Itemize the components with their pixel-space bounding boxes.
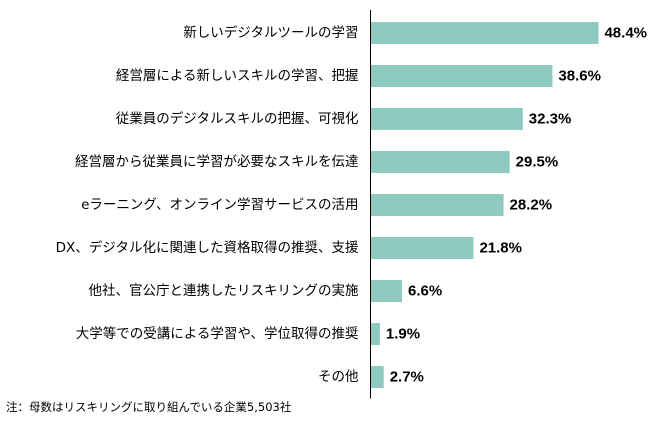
footnote: 注：母数はリスキリングに取り組んでいる企業5,503社 (6, 400, 292, 414)
value-label-9: 2.7% (390, 369, 424, 386)
value-label-1: 48.4% (604, 25, 647, 42)
bar-2 (371, 65, 553, 87)
category-label-1: 新しいデジタルツールの学習 (183, 24, 358, 41)
value-label-7: 6.6% (408, 283, 442, 300)
value-label-8: 1.9% (386, 326, 420, 343)
value-label-4: 29.5% (516, 154, 559, 171)
value-label-5: 28.2% (510, 197, 553, 214)
bars-group (371, 22, 599, 388)
bar-3 (371, 108, 523, 130)
bar-5 (371, 194, 504, 216)
category-label-6: DX、デジタル化に関連した資格取得の推奨、支援 (56, 239, 359, 256)
category-label-2: 経営層による新しいスキルの学習、把握 (116, 68, 359, 84)
category-label-7: 他社、官公庁と連携したリスキリングの実施 (89, 283, 359, 299)
category-label-8: 大学等での受講による学習や、学位取得の推奨 (76, 325, 359, 342)
category-label-3: 従業員のデジタルスキルの把握、可視化 (116, 110, 359, 127)
value-label-2: 38.6% (558, 68, 601, 85)
bar-1 (371, 22, 599, 44)
value-label-3: 32.3% (529, 111, 572, 128)
value-labels-group: 48.4% 38.6% 32.3% 29.5% 28.2% 21.8% 6.6% 1.9% 2.… (386, 25, 647, 386)
bar-7 (371, 280, 403, 302)
bar-8 (371, 323, 380, 345)
category-label-9: その他 (318, 369, 359, 385)
bar-4 (371, 151, 510, 173)
category-label-5: eラーニング、オンライン学習サービスの活用 (81, 197, 358, 213)
value-label-6: 21.8% (479, 240, 522, 257)
bar-9 (371, 366, 384, 388)
category-label-4: 経営層から従業員に学習が必要なスキルを伝達 (75, 154, 359, 170)
category-labels-group: 新しいデジタルツールの学習経営層による新しいスキルの学習、把握従業員のデジタルス… (56, 24, 359, 385)
bar-6 (371, 237, 474, 259)
